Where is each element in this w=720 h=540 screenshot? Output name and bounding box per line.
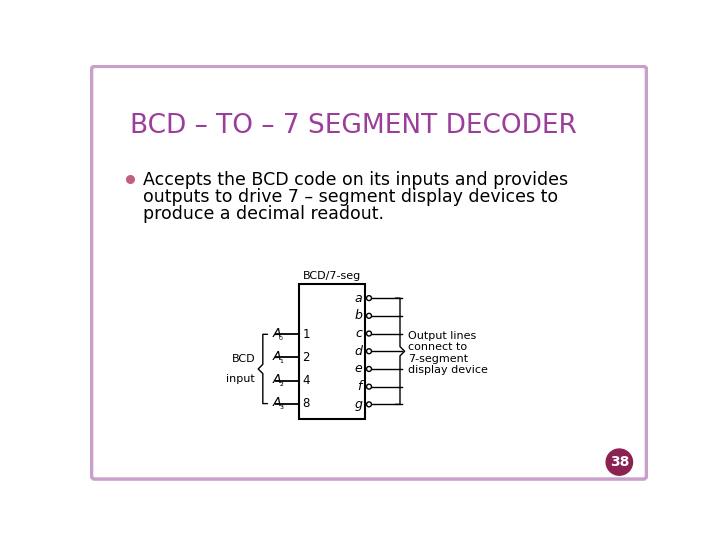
Text: produce a decimal readout.: produce a decimal readout. bbox=[143, 205, 384, 223]
Text: display device: display device bbox=[408, 366, 487, 375]
Text: ₃: ₃ bbox=[279, 401, 283, 411]
Text: input: input bbox=[226, 374, 255, 383]
Text: ₂: ₂ bbox=[279, 378, 283, 388]
Text: Accepts the BCD code on its inputs and provides: Accepts the BCD code on its inputs and p… bbox=[143, 171, 568, 189]
Text: g: g bbox=[354, 398, 362, 411]
Text: BCD/7-seg: BCD/7-seg bbox=[303, 271, 361, 281]
Text: 4: 4 bbox=[302, 374, 310, 387]
Text: 1: 1 bbox=[302, 328, 310, 341]
Text: ₀: ₀ bbox=[279, 332, 283, 342]
Text: e: e bbox=[354, 362, 362, 375]
Circle shape bbox=[366, 313, 372, 318]
Circle shape bbox=[606, 449, 632, 475]
Text: f: f bbox=[358, 380, 362, 393]
Text: Output lines: Output lines bbox=[408, 331, 476, 341]
Text: 2: 2 bbox=[302, 351, 310, 364]
Circle shape bbox=[366, 331, 372, 336]
Text: a: a bbox=[354, 292, 362, 305]
Text: A: A bbox=[273, 327, 282, 340]
Text: d: d bbox=[354, 345, 362, 357]
Text: 8: 8 bbox=[302, 397, 310, 410]
Text: A: A bbox=[273, 350, 282, 363]
Circle shape bbox=[366, 295, 372, 301]
Text: c: c bbox=[355, 327, 362, 340]
Circle shape bbox=[366, 349, 372, 354]
FancyBboxPatch shape bbox=[91, 66, 647, 479]
Bar bbox=[300, 284, 365, 419]
Text: ₁: ₁ bbox=[279, 355, 283, 365]
Text: connect to: connect to bbox=[408, 342, 467, 353]
Text: 7-segment: 7-segment bbox=[408, 354, 468, 364]
Text: BCD: BCD bbox=[231, 354, 255, 364]
Text: BCD – TO – 7 SEGMENT DECODER: BCD – TO – 7 SEGMENT DECODER bbox=[130, 112, 577, 139]
Text: A: A bbox=[273, 373, 282, 386]
Circle shape bbox=[366, 402, 372, 407]
Circle shape bbox=[366, 367, 372, 372]
Text: b: b bbox=[354, 309, 362, 322]
Text: outputs to drive 7 – segment display devices to: outputs to drive 7 – segment display dev… bbox=[143, 188, 558, 206]
Text: A: A bbox=[273, 396, 282, 409]
Circle shape bbox=[366, 384, 372, 389]
Text: 38: 38 bbox=[610, 455, 629, 469]
